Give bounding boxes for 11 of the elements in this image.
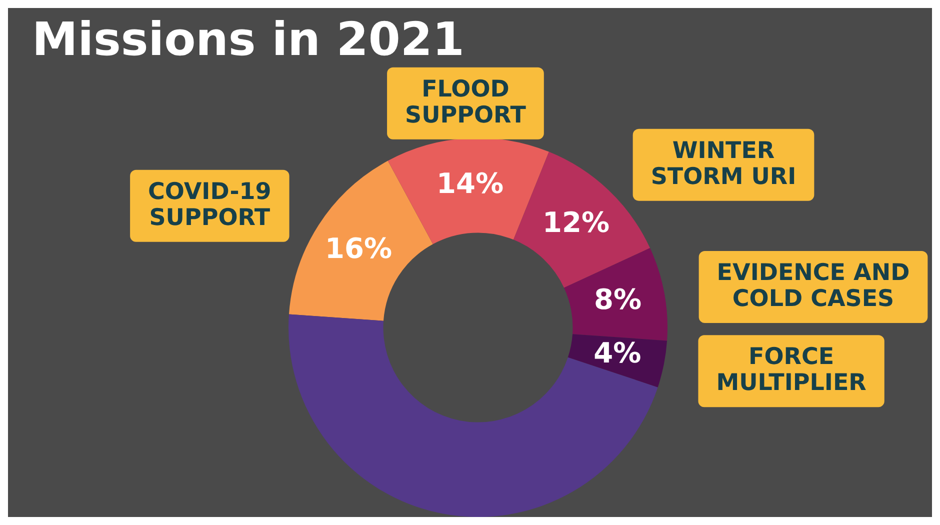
data-label: 16% <box>325 232 392 265</box>
data-label: 4% <box>594 336 642 370</box>
slice-label: WINTER STORM URI <box>650 138 796 190</box>
slice-label: COVID-19 SUPPORT <box>148 178 272 231</box>
chart-title: Missions in 2021 <box>32 12 464 66</box>
slice-label: FORCE MULTIPLIER <box>716 344 867 396</box>
data-label: 14% <box>436 166 504 200</box>
data-label: 12% <box>542 206 610 239</box>
data-label: 8% <box>594 283 642 316</box>
slice-label: FLOOD SUPPORT <box>405 76 526 128</box>
slice-label: EVIDENCE AND COLD CASES <box>716 260 910 312</box>
